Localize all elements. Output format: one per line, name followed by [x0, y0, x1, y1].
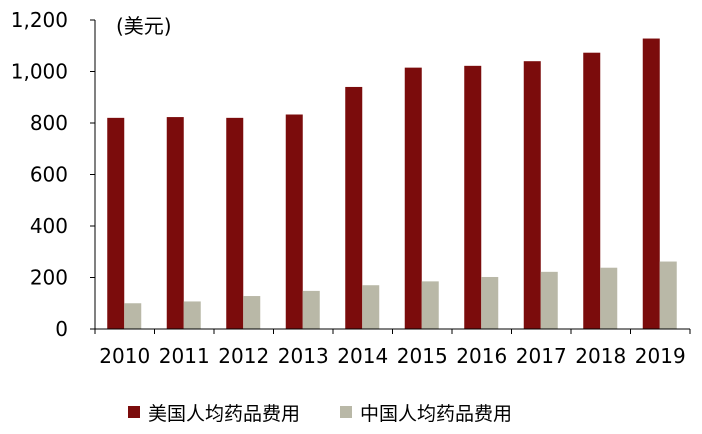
china-bar: [540, 271, 558, 329]
x-tick-label: 2011: [159, 344, 210, 368]
china-bar: [183, 301, 201, 329]
us-bar: [404, 67, 422, 329]
y-tick-label: 1,000: [11, 60, 68, 84]
legend-item-china: 中国人均药品费用: [340, 399, 512, 426]
china-bar: [421, 281, 439, 329]
x-tick-label: 2013: [278, 344, 329, 368]
legend-item-us: 美国人均药品费用: [128, 399, 300, 426]
china-bar: [302, 290, 320, 329]
x-tick-label: 2012: [218, 344, 269, 368]
y-tick-label: 200: [30, 266, 68, 290]
china-bar: [659, 261, 677, 329]
legend-swatch-china: [340, 406, 353, 418]
y-axis-ticks: 0 200 400 600 800 1,000 1,200: [11, 8, 95, 341]
x-tick-label: 2015: [397, 344, 448, 368]
x-tick-label: 2017: [516, 344, 567, 368]
x-tick-label: 2016: [456, 344, 507, 368]
china-bar: [243, 296, 261, 329]
x-tick-label: 2010: [99, 344, 150, 368]
x-tick-label: 2018: [575, 344, 626, 368]
y-tick-label: 400: [30, 214, 68, 238]
us-bar: [226, 117, 244, 329]
us-bar: [107, 117, 125, 329]
legend-swatch-us: [128, 406, 140, 418]
us-bar: [166, 117, 184, 329]
legend: 美国人均药品费用 中国人均药品费用: [128, 398, 552, 426]
china-bar: [124, 303, 142, 329]
china-bar: [362, 285, 380, 329]
bars-layer: [107, 38, 677, 330]
y-tick-label: 0: [55, 317, 68, 341]
us-bar: [583, 52, 601, 329]
y-unit-label: (美元): [116, 14, 172, 38]
us-bar: [523, 61, 541, 329]
legend-label-us: 美国人均药品费用: [148, 402, 301, 425]
y-tick-label: 1,200: [11, 8, 68, 32]
x-tick-label: 2019: [635, 344, 686, 368]
us-bar: [642, 38, 660, 329]
y-tick-label: 800: [30, 111, 68, 135]
y-tick-label: 600: [30, 163, 68, 187]
us-bar: [464, 65, 482, 330]
china-bar: [600, 267, 618, 329]
legend-label-china: 中国人均药品费用: [360, 402, 513, 425]
us-bar: [285, 114, 303, 329]
x-tick-label: 2014: [337, 344, 388, 368]
x-axis-ticks: 2010 2011 2012 2013 2014 2015 2016 2017 2018 2019: [94, 329, 691, 368]
china-bar: [481, 276, 499, 329]
us-bar: [345, 86, 363, 329]
